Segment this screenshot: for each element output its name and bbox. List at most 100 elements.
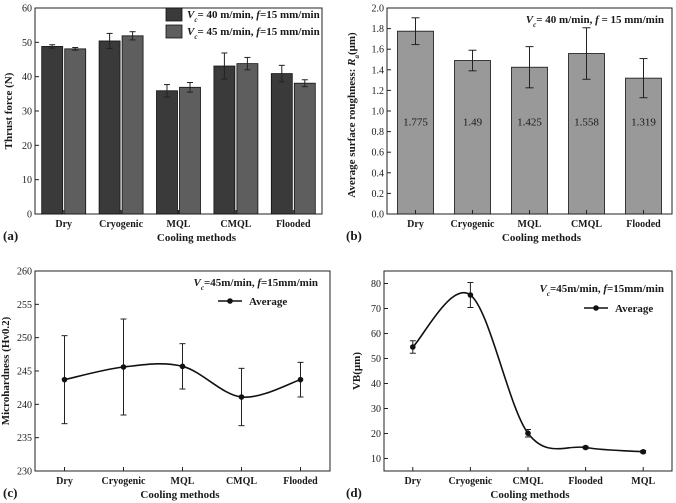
x-tick-label: MQL bbox=[518, 219, 542, 230]
y-tick-label: 1.6 bbox=[372, 45, 385, 56]
y-tick-label: 235 bbox=[17, 433, 32, 444]
chart-b: 0.0 0.2 0.4 0.6 0.8 1.0 1.2 1.4 1.6 1.8 2.0 1.775 Dr… bbox=[346, 4, 673, 244]
y-tick-label: 30 bbox=[371, 404, 381, 415]
y-axis-symbol: R bbox=[346, 59, 358, 67]
bar-s2-mql bbox=[179, 86, 201, 215]
bar-s2-flooded bbox=[293, 82, 316, 215]
bar-flooded bbox=[625, 77, 662, 215]
data-label: 1.558 bbox=[574, 116, 599, 128]
data-point-dry bbox=[410, 344, 416, 350]
bar-cmql bbox=[568, 53, 605, 215]
y-tick-label: 60 bbox=[22, 4, 32, 15]
bar-s1-cmql bbox=[213, 65, 236, 215]
plot-frame bbox=[383, 270, 673, 472]
data-point-cmql bbox=[525, 430, 531, 437]
annotation-mid: =45m/min, bbox=[204, 277, 257, 289]
bar-s1-mql bbox=[156, 90, 178, 215]
panel-label: (a) bbox=[3, 228, 18, 243]
y-tick-label: 0.2 bbox=[372, 189, 385, 200]
y-tick-label: 40 bbox=[22, 72, 32, 83]
legend-marker bbox=[593, 305, 599, 311]
bar-s1-flooded bbox=[270, 73, 293, 215]
x-tick-label: Flooded bbox=[568, 476, 603, 487]
panel-label: (c) bbox=[3, 485, 17, 500]
x-tick-label: CMQL bbox=[512, 476, 543, 487]
bar-cryogenic bbox=[454, 60, 491, 215]
y-tick-label: 260 bbox=[17, 267, 32, 278]
y-tick-label: 255 bbox=[17, 300, 32, 311]
y-tick-label: 80 bbox=[371, 279, 381, 290]
x-axis-title: Cooling methods bbox=[140, 489, 220, 501]
annotation-mid: =45m/min, bbox=[550, 283, 603, 295]
x-tick-label: Flooded bbox=[283, 476, 318, 487]
annotation: Vc= 40 m/min, f = 15 mm/min bbox=[526, 14, 664, 29]
legend-entry-rest: =15 mm/min bbox=[260, 26, 320, 38]
y-tick-label: 230 bbox=[17, 467, 32, 478]
x-tick-label: Cryogenic bbox=[451, 219, 495, 230]
y-tick-label: 50 bbox=[22, 38, 32, 49]
annotation-f: f bbox=[257, 277, 262, 289]
legend-entry: Vc= 40 m/min, f=15 mm/min bbox=[187, 9, 320, 24]
y-tick-label: 70 bbox=[371, 304, 381, 315]
y-tick-label: 60 bbox=[371, 329, 381, 340]
data-point-cmql bbox=[238, 394, 245, 400]
x-tick-label: Dry bbox=[404, 476, 421, 487]
y-axis-symbol-sub: a bbox=[353, 55, 361, 59]
legend-entry-rest: =15 mm/min bbox=[260, 9, 320, 21]
x-tick-label: Cryogenic bbox=[448, 476, 492, 487]
legend-entry-v: V bbox=[187, 9, 196, 21]
y-tick-label: 1.8 bbox=[372, 24, 385, 35]
y-tick-label: 250 bbox=[17, 333, 32, 344]
x-tick-label: MQL bbox=[167, 219, 191, 230]
chart-a: 0 10 20 30 40 50 60 Dry Cryogenic MQL CMQL Flooded V… bbox=[3, 4, 323, 244]
y-tick-label: 20 bbox=[371, 429, 381, 440]
x-tick-label: CMQL bbox=[571, 219, 602, 230]
annotation: Vc=45m/min, f=15mm/min bbox=[194, 277, 318, 292]
legend-entry-sub: c bbox=[194, 33, 197, 41]
y-tick-label: 0.8 bbox=[372, 127, 385, 138]
legend-entry: Vc= 45 m/min, f=15 mm/min bbox=[187, 26, 320, 41]
y-axis-title-text: Average surface roughness: bbox=[346, 66, 358, 198]
y-tick-label: 1.2 bbox=[372, 86, 385, 97]
data-label: 1.425 bbox=[517, 116, 542, 128]
data-point-dry bbox=[61, 376, 68, 383]
annotation-rest: =15mm/min bbox=[607, 283, 664, 295]
annotation-mid: = 40 m/min, bbox=[536, 14, 595, 26]
x-axis-title: Cooling methods bbox=[157, 232, 237, 244]
legend-marker bbox=[227, 298, 233, 304]
annotation-rest: =15mm/min bbox=[261, 277, 318, 289]
annotation-sub: c bbox=[533, 21, 536, 29]
data-point-mql bbox=[179, 363, 186, 370]
annotation-rest: = 15 mm/min bbox=[599, 14, 664, 26]
bar-s1-cryogenic bbox=[98, 40, 121, 215]
bar-s2-cryogenic bbox=[121, 35, 144, 215]
annotation-v: V bbox=[540, 283, 549, 295]
y-tick-label: 245 bbox=[17, 367, 32, 378]
y-tick-label: 50 bbox=[371, 354, 381, 365]
bar-dry bbox=[397, 30, 434, 215]
x-axis-title: Cooling methods bbox=[502, 232, 582, 244]
legend-entry-v: V bbox=[187, 26, 196, 38]
x-tick-label: Dry bbox=[407, 219, 424, 230]
chart-c: 230 235 240 245 250 255 260 Dry Cryogenic MQL CMQL… bbox=[0, 267, 331, 501]
annotation-sub: c bbox=[547, 290, 550, 298]
y-tick-label: 0 bbox=[27, 210, 32, 221]
annotation-f: f bbox=[603, 283, 608, 295]
y-tick-label: 10 bbox=[22, 175, 32, 186]
data-label: 1.319 bbox=[631, 116, 656, 128]
chart-d: 10 20 30 40 50 60 70 80 Dry Cryogenic CMQL Flooded M… bbox=[346, 270, 673, 501]
data-point-cryogenic bbox=[467, 292, 474, 298]
panel-label: (d) bbox=[346, 485, 362, 500]
annotation-f: f bbox=[595, 14, 600, 26]
x-tick-label: Flooded bbox=[276, 219, 311, 230]
legend-entry-f: f bbox=[256, 9, 261, 21]
annotation: Vc=45m/min, f=15mm/min bbox=[540, 283, 664, 298]
y-tick-label: 1.4 bbox=[372, 65, 385, 76]
data-point-flooded bbox=[582, 444, 589, 451]
bar-s2-cmql bbox=[236, 63, 259, 215]
bar-mql bbox=[511, 66, 548, 215]
x-tick-label: Cryogenic bbox=[99, 219, 143, 230]
legend-entry-mid: = 40 m/min, bbox=[197, 9, 256, 21]
y-axis-title: VB(μm) bbox=[351, 352, 363, 390]
